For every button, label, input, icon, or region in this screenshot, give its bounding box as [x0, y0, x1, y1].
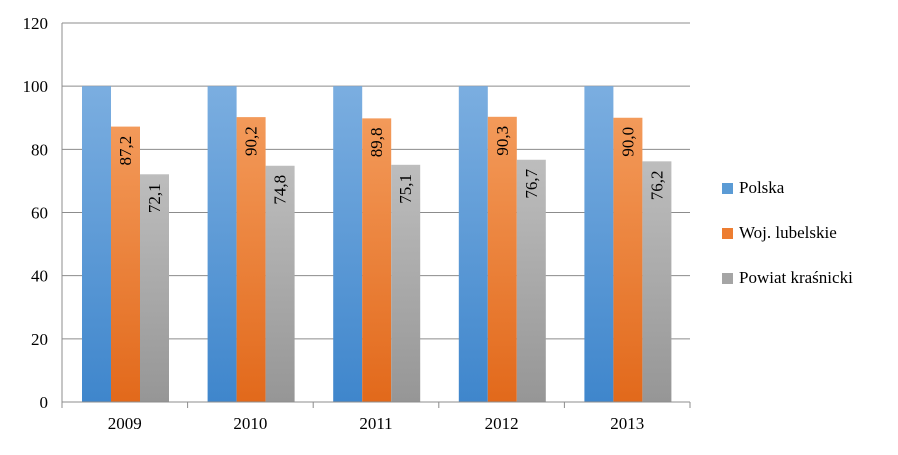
legend-swatch-polska	[722, 182, 733, 194]
data-label-powiat-krasnicki-2010: 74,8	[271, 175, 290, 205]
legend-label-polska: Polska	[739, 178, 785, 197]
legend: Polska Woj. lubelskie Powiat kraśnicki	[722, 178, 853, 313]
legend-swatch-powiat-krasnicki	[722, 272, 733, 284]
data-label-powiat-krasnicki-2011: 75,1	[396, 174, 415, 204]
bar-woj-lubelskie-2009	[111, 126, 140, 403]
bar-woj-lubelskie-2010	[236, 117, 266, 402]
bar-polska-2011	[333, 86, 363, 403]
data-label-woj-lubelskie-2009: 87,2	[116, 136, 135, 166]
y-tick-label: 0	[40, 393, 49, 412]
bar-woj-lubelskie-2012	[487, 116, 517, 403]
legend-label-powiat-krasnicki: Powiat kraśnicki	[739, 268, 853, 287]
x-tick-label: 2013	[610, 414, 644, 433]
bar-polska-2009	[82, 86, 111, 403]
data-label-woj-lubelskie-2011: 89,8	[367, 128, 386, 158]
legend-item-woj-lubelskie: Woj. lubelskie	[722, 223, 853, 243]
data-label-woj-lubelskie-2013: 90,0	[618, 127, 637, 157]
bar-polska-2012	[458, 86, 488, 403]
bar-powiat-krasnicki-2010	[265, 165, 295, 402]
legend-item-polska: Polska	[722, 178, 853, 198]
legend-item-powiat-krasnicki: Powiat kraśnicki	[722, 268, 853, 288]
bar-polska-2013	[584, 86, 614, 403]
bar-woj-lubelskie-2013	[613, 117, 643, 402]
bar-woj-lubelskie-2011	[362, 118, 392, 403]
y-tick-label: 100	[23, 77, 49, 96]
bar-powiat-krasnicki-2013	[642, 161, 672, 402]
bar-powiat-krasnicki-2012	[516, 159, 546, 402]
data-label-woj-lubelskie-2012: 90,3	[493, 126, 512, 156]
x-tick-label: 2010	[233, 414, 267, 433]
y-tick-label: 40	[31, 267, 48, 286]
y-tick-label: 80	[31, 140, 48, 159]
x-tick-label: 2012	[485, 414, 519, 433]
y-tick-label: 60	[31, 204, 48, 223]
y-tick-label: 20	[31, 330, 48, 349]
bar-powiat-krasnicki-2011	[391, 164, 421, 402]
bar-polska-2010	[207, 86, 237, 403]
data-label-woj-lubelskie-2010: 90,2	[242, 126, 261, 156]
x-tick-label: 2011	[359, 414, 392, 433]
x-tick-label: 2009	[108, 414, 142, 433]
legend-swatch-woj-lubelskie	[722, 227, 733, 239]
data-label-powiat-krasnicki-2009: 72,1	[145, 183, 164, 213]
data-label-powiat-krasnicki-2013: 76,2	[647, 170, 666, 200]
y-tick-label: 120	[23, 14, 49, 33]
legend-label-woj-lubelskie: Woj. lubelskie	[739, 223, 837, 242]
bar-powiat-krasnicki-2009	[140, 174, 169, 402]
data-label-powiat-krasnicki-2012: 76,7	[522, 168, 541, 198]
